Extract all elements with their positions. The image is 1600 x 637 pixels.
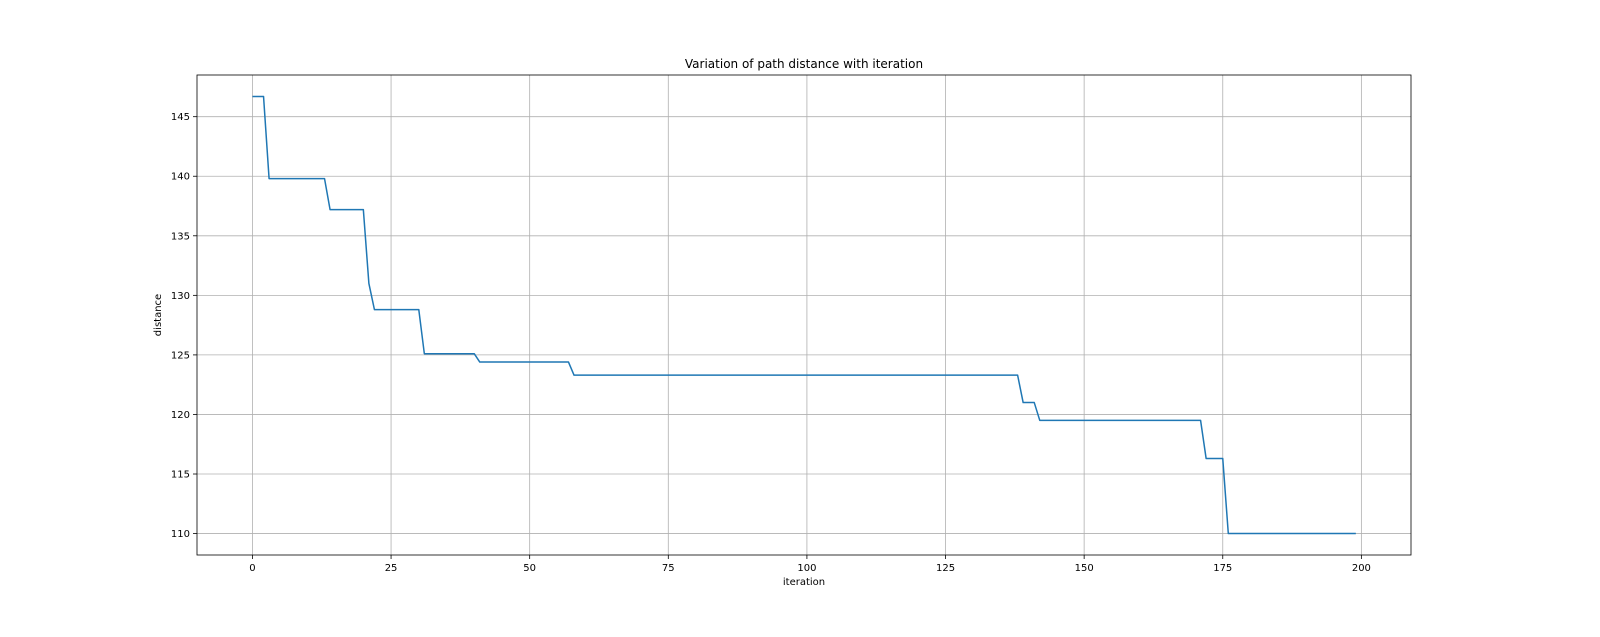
y-tick-label: 115 (171, 470, 190, 481)
y-tick-label: 140 (171, 172, 190, 183)
plot-frame (196, 74, 1412, 556)
x-tick-label: 50 (523, 563, 536, 574)
x-tick-label: 150 (1075, 563, 1094, 574)
y-axis-label: distance (153, 294, 164, 336)
x-tick-label: 75 (662, 563, 675, 574)
series-layer (252, 95, 1356, 535)
y-tick-label: 145 (171, 112, 190, 123)
x-tick-label: 25 (385, 563, 398, 574)
x-axis: 0 25 50 75 100 125 150 175 200 (249, 555, 1371, 574)
y-tick-label: 120 (171, 410, 190, 421)
x-tick-label: 0 (249, 563, 255, 574)
series-line-0 (252, 95, 1356, 535)
x-tick-label: 125 (936, 563, 955, 574)
x-tick-label: 175 (1213, 563, 1232, 574)
y-axis: 110 115 120 125 130 135 140 145 (171, 112, 197, 540)
grid-lines (197, 75, 1411, 555)
chart-title: Variation of path distance with iteratio… (685, 57, 923, 71)
x-axis-label: iteration (783, 577, 825, 588)
y-tick-label: 130 (171, 291, 190, 302)
y-tick-label: 135 (171, 231, 190, 242)
y-tick-label: 125 (171, 350, 190, 361)
x-tick-label: 200 (1352, 563, 1371, 574)
x-tick-label: 100 (797, 563, 816, 574)
y-tick-label: 110 (171, 529, 190, 540)
